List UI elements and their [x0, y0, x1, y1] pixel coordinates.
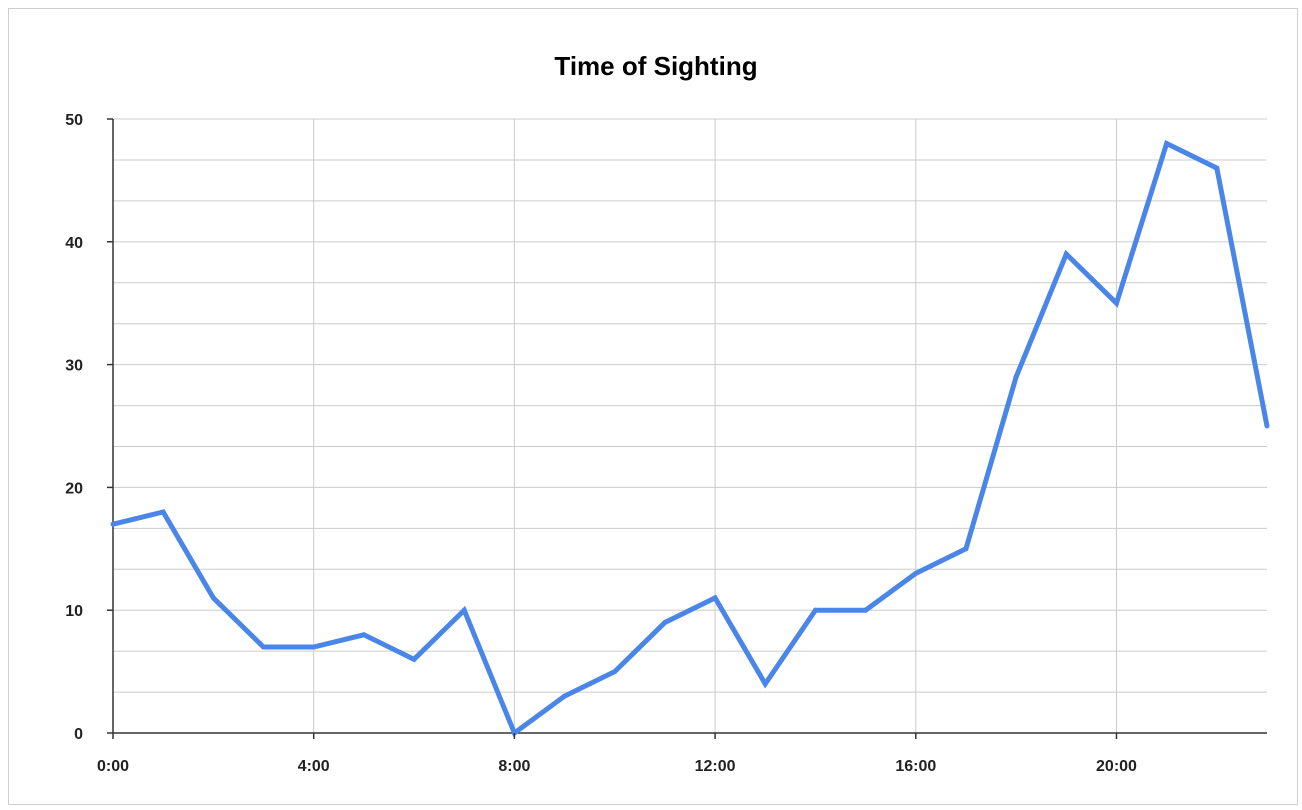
data-point: [913, 570, 919, 576]
data-point: [1063, 251, 1069, 257]
data-point: [863, 607, 869, 613]
y-tick-labels: 0 10 20 30 40 50: [65, 112, 113, 743]
y-tick-label: 50: [65, 112, 83, 129]
x-tick-label: 0:00: [97, 758, 129, 775]
chart-title: Time of Sighting: [554, 51, 757, 81]
x-tick-label: 4:00: [298, 758, 330, 775]
line-chart: Time of Sighting 0:00 4:00 8:00 12:00 16:00 2…: [65, 51, 1270, 775]
data-point: [361, 632, 367, 638]
data-point: [662, 619, 668, 625]
data-point: [1013, 374, 1019, 380]
data-point: [1264, 423, 1270, 429]
x-tick-label: 20:00: [1096, 758, 1137, 775]
series-line: [112, 140, 1270, 737]
data-point: [1113, 300, 1119, 306]
data-point: [311, 644, 317, 650]
data-point: [160, 509, 166, 515]
data-point: [261, 644, 267, 650]
y-tick-label: 0: [74, 726, 83, 743]
data-point: [963, 546, 969, 552]
y-tick-label: 10: [65, 603, 83, 620]
y-tick-label: 20: [65, 480, 83, 497]
data-point: [411, 656, 417, 662]
data-point: [812, 607, 818, 613]
x-tick-label: 8:00: [498, 758, 530, 775]
x-tick-label: 12:00: [695, 758, 736, 775]
series-lines: [110, 140, 1270, 737]
data-point: [612, 669, 618, 675]
x-tick-label: 16:00: [895, 758, 936, 775]
data-point: [712, 595, 718, 601]
data-point: [461, 607, 467, 613]
axes: [112, 119, 1267, 734]
data-point: [1214, 165, 1220, 171]
data-point: [110, 521, 116, 527]
data-point: [210, 595, 216, 601]
data-point: [762, 681, 768, 687]
grid-lines: [113, 118, 1267, 733]
data-point: [1164, 141, 1170, 147]
y-tick-label: 30: [65, 358, 83, 375]
data-point: [562, 693, 568, 699]
chart-frame: Time of Sighting 0:00 4:00 8:00 12:00 16:00 2…: [8, 8, 1298, 805]
x-tick-labels: 0:00 4:00 8:00 12:00 16:00 20:00: [97, 733, 1137, 775]
y-tick-label: 40: [65, 235, 83, 252]
